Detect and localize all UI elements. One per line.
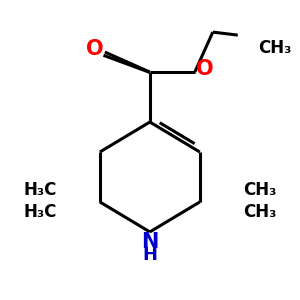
Text: CH₃: CH₃ <box>243 181 276 199</box>
Text: CH₃: CH₃ <box>258 39 291 57</box>
Text: H₃C: H₃C <box>24 181 57 199</box>
Text: O: O <box>196 59 214 79</box>
Text: CH₃: CH₃ <box>243 203 276 221</box>
Text: O: O <box>86 39 104 59</box>
Text: N: N <box>141 232 158 252</box>
Text: H₃C: H₃C <box>24 203 57 221</box>
Text: H: H <box>142 246 158 264</box>
